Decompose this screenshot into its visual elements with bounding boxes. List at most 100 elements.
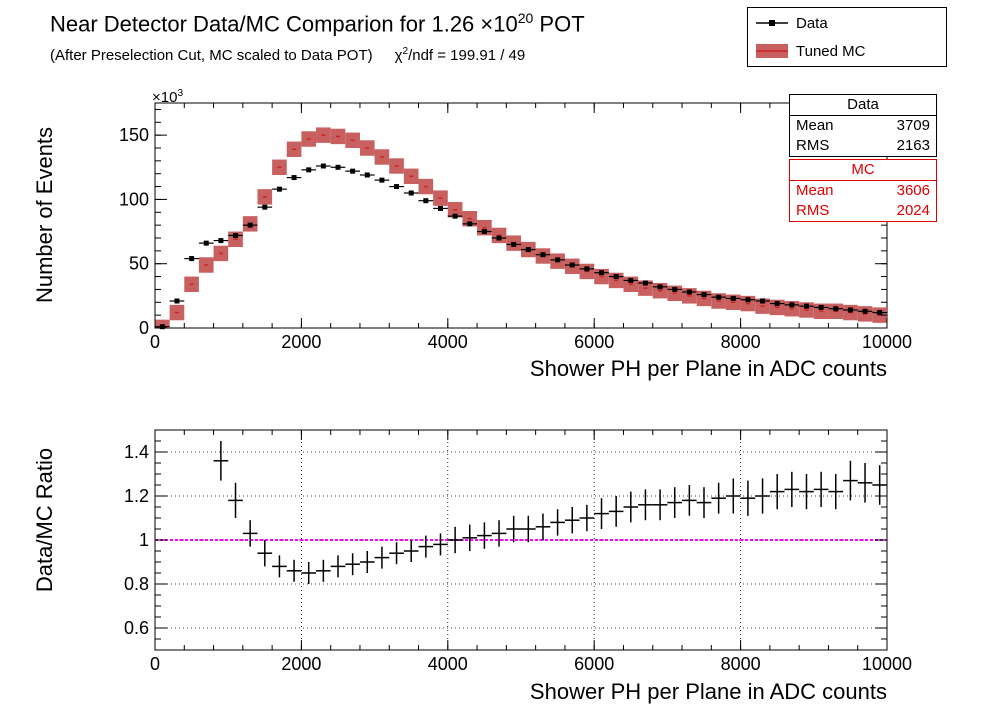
data-point [467,221,473,227]
data-stats-box: Data Mean 3709 RMS 2163 [789,94,937,157]
top-y-tick-label: 150 [119,125,149,145]
top-x-axis-label: Shower PH per Plane in ADC counts [530,356,887,381]
legend-item-data: Data [796,15,828,32]
ratio-plot: 0 2000 4000 6000 8000 10000 0.6 0.8 1 1.2 1.4 Show… [32,429,912,704]
top-y-axis-label: Number of Events [32,127,57,303]
data-point [525,247,531,253]
ratio-y-axis-label: Data/MC Ratio [32,448,57,592]
data-point [350,168,356,174]
data-point [833,306,839,312]
data-point [628,277,634,283]
data-point [408,190,414,196]
ratio-y-tick-label: 0.8 [124,574,149,594]
data-mean-label: Mean [796,117,834,134]
data-point [423,198,429,204]
data-point [394,184,400,190]
data-point [862,308,868,314]
legend-data-marker [769,20,775,26]
top-x-tick-label: 0 [150,332,160,352]
ratio-x-tick-label: 0 [150,654,160,674]
legend: Data Tuned MC [747,7,947,67]
mc-band-bin [155,319,170,328]
data-point [262,204,268,210]
data-point [818,304,824,310]
data-point [335,164,341,170]
mc-mean-value: 3606 [896,182,930,199]
top-x-tick-label: 10000 [862,332,912,352]
data-point [320,163,326,169]
data-point [189,256,195,262]
data-point [364,172,370,178]
legend-item-mc: Tuned MC [796,43,866,60]
top-x-tick-label: 2000 [281,332,321,352]
top-y-tick-label: 100 [119,189,149,209]
data-point [306,167,312,173]
data-point [599,270,605,276]
mc-band-group [155,127,887,329]
top-y-multiplier: ×103 [152,88,183,106]
data-point [877,310,883,316]
data-point [847,307,853,313]
data-point [613,274,619,280]
chi2-label: χ2/ndf = 199.91 / 49 [394,46,526,64]
chart-subtitle: (After Preselection Cut, MC scaled to Da… [50,46,526,64]
ratio-x-axis-label: Shower PH per Plane in ADC counts [530,679,887,704]
data-point [159,324,165,330]
mc-stats-title: MC [790,160,936,181]
data-point [452,213,458,219]
data-point [672,286,678,292]
top-histogram: 0 2000 4000 6000 8000 10000 0 50 100 150 ×103 Sho… [32,88,912,381]
ratio-points-group [213,441,887,584]
ratio-y-tick-label: 0.6 [124,618,149,638]
data-point [496,235,502,241]
data-point [701,292,707,298]
data-stats-title: Data [790,95,936,116]
ratio-x-tick-label: 2000 [281,654,321,674]
mc-stats-box: MC Mean 3606 RMS 2024 [789,159,937,222]
data-point [555,257,561,263]
data-point [569,262,575,268]
data-point [730,295,736,301]
top-plot-frame [154,102,888,329]
data-point [481,229,487,235]
data-point [760,298,766,304]
top-y-tick-label: 0 [139,318,149,338]
data-rms-label: RMS [796,137,830,154]
mc-rms-value: 2024 [896,202,930,219]
data-point [657,284,663,290]
data-point [437,205,443,211]
data-point [291,175,297,181]
data-point [803,303,809,309]
ratio-axes: 0 2000 4000 6000 8000 10000 0.6 0.8 1 1.2 1.4 [124,429,912,674]
data-point [174,298,180,304]
ratio-x-tick-label: 10000 [862,654,912,674]
ratio-grid [155,430,887,650]
data-point [247,222,253,228]
data-point [745,297,751,303]
data-mean-value: 3709 [896,117,930,134]
data-rms-value: 2163 [896,137,930,154]
mc-rms-label: RMS [796,202,830,219]
ratio-x-tick-label: 8000 [721,654,761,674]
chart-title: Near Detector Data/MC Comparion for 1.26… [50,10,585,37]
data-points-group [155,163,887,330]
data-point [218,238,224,244]
ratio-y-tick-label: 1.2 [124,486,149,506]
ratio-y-tick-label: 1.4 [124,442,149,462]
data-point [774,301,780,307]
data-point [716,294,722,300]
data-point [379,177,385,183]
ratio-y-tick-label: 1 [139,530,149,550]
data-point [584,266,590,272]
data-point [540,252,546,258]
data-point [511,241,517,247]
data-point [233,232,239,238]
top-x-tick-label: 4000 [428,332,468,352]
ratio-x-tick-label: 4000 [428,654,468,674]
data-point [686,289,692,295]
data-point [276,186,282,192]
data-point [203,240,209,246]
ratio-x-tick-label: 6000 [574,654,614,674]
data-point [789,302,795,308]
top-x-tick-label: 8000 [721,332,761,352]
